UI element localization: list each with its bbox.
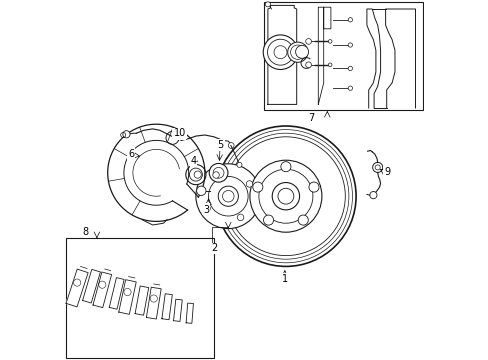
Text: 1: 1 [281, 274, 287, 284]
Polygon shape [186, 303, 193, 323]
Polygon shape [66, 269, 88, 307]
Circle shape [287, 42, 307, 62]
Circle shape [246, 181, 252, 187]
Text: 4: 4 [190, 156, 196, 166]
Circle shape [263, 35, 297, 69]
Text: 10: 10 [172, 129, 185, 139]
Circle shape [228, 143, 234, 148]
Circle shape [185, 165, 205, 185]
Polygon shape [173, 299, 182, 321]
Text: 5: 5 [217, 140, 224, 150]
Circle shape [218, 186, 238, 206]
Polygon shape [385, 9, 415, 108]
Text: 3: 3 [203, 204, 209, 214]
Polygon shape [267, 5, 296, 104]
Circle shape [347, 18, 352, 22]
Circle shape [328, 40, 331, 43]
Text: 5: 5 [218, 140, 224, 150]
Circle shape [212, 172, 219, 178]
Text: 10: 10 [173, 128, 185, 138]
Text: 7: 7 [307, 113, 314, 123]
Circle shape [295, 45, 308, 58]
Text: 7: 7 [307, 113, 314, 123]
Polygon shape [162, 294, 172, 320]
Circle shape [308, 182, 318, 192]
Text: 2: 2 [208, 243, 215, 253]
Text: 1: 1 [281, 274, 287, 284]
Circle shape [196, 186, 205, 195]
Polygon shape [119, 280, 136, 314]
Text: 6: 6 [128, 149, 134, 159]
Text: 2: 2 [210, 243, 217, 253]
Polygon shape [146, 287, 161, 319]
Text: 6: 6 [128, 149, 134, 159]
Text: 8: 8 [82, 227, 88, 237]
Polygon shape [366, 9, 380, 108]
Circle shape [203, 205, 210, 212]
Polygon shape [82, 269, 100, 303]
Circle shape [249, 160, 321, 232]
Text: 9: 9 [383, 167, 389, 177]
Circle shape [237, 162, 242, 167]
Circle shape [369, 192, 376, 199]
Text: 8: 8 [82, 227, 88, 237]
Circle shape [347, 43, 352, 47]
Circle shape [328, 63, 331, 67]
Circle shape [215, 126, 355, 266]
Circle shape [237, 214, 244, 221]
Bar [66, 238, 213, 358]
Bar [264, 2, 422, 110]
Circle shape [305, 39, 311, 44]
Circle shape [347, 86, 352, 90]
Circle shape [263, 215, 273, 225]
Text: 4: 4 [190, 156, 196, 166]
Circle shape [305, 62, 311, 68]
Circle shape [272, 183, 299, 210]
Polygon shape [109, 278, 124, 309]
Polygon shape [135, 286, 148, 315]
Text: 9: 9 [383, 167, 389, 177]
Text: 3: 3 [203, 204, 208, 215]
Circle shape [347, 66, 352, 71]
Circle shape [298, 215, 307, 225]
Polygon shape [93, 272, 111, 308]
Circle shape [280, 162, 290, 172]
Circle shape [265, 2, 270, 7]
Circle shape [372, 162, 382, 172]
Circle shape [209, 163, 227, 182]
Circle shape [122, 131, 130, 138]
Circle shape [252, 182, 263, 192]
Circle shape [196, 164, 260, 229]
